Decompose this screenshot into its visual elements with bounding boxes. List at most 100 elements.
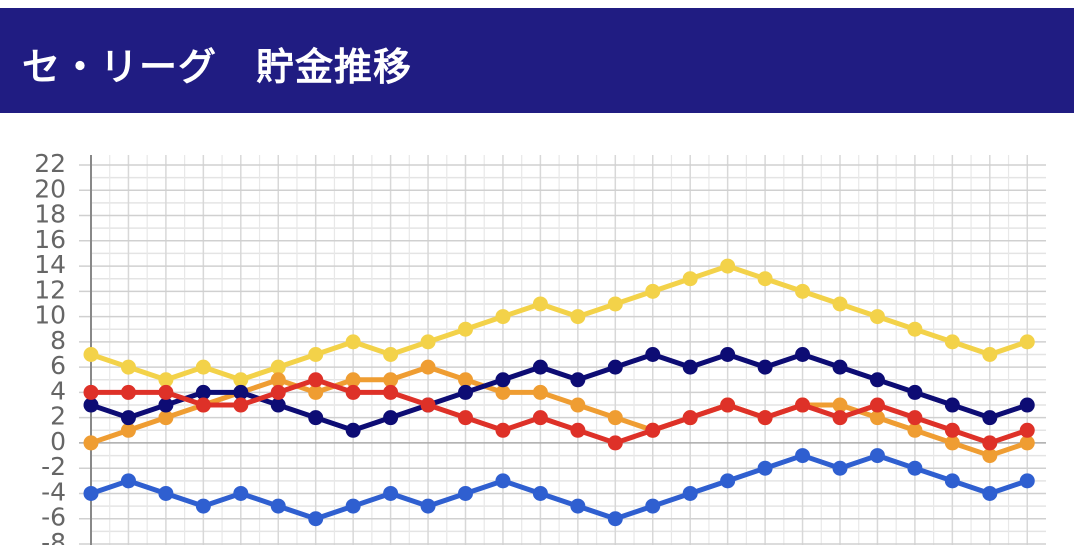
point [308, 372, 324, 388]
point [270, 359, 286, 375]
point [495, 309, 511, 325]
point [420, 359, 436, 375]
point [495, 384, 511, 400]
point [383, 410, 399, 426]
point [757, 271, 773, 287]
point [944, 422, 960, 438]
point [795, 397, 811, 413]
point [869, 410, 885, 426]
point [795, 448, 811, 464]
y-tick-label: 14 [34, 250, 66, 279]
point [195, 384, 211, 400]
point [270, 372, 286, 388]
point [570, 397, 586, 413]
point [869, 448, 885, 464]
point [570, 422, 586, 438]
point [1019, 473, 1035, 489]
point [720, 258, 736, 274]
point [682, 410, 698, 426]
point [607, 435, 623, 451]
point [458, 410, 473, 426]
point [1019, 334, 1035, 350]
point [570, 498, 586, 514]
point [233, 384, 249, 400]
point [944, 473, 960, 489]
y-tick-label: -2 [41, 452, 66, 481]
point [982, 435, 998, 451]
point [869, 309, 885, 325]
point [532, 359, 548, 375]
point [832, 460, 848, 476]
point [83, 384, 99, 400]
y-tick-label: 18 [34, 200, 66, 229]
point [270, 397, 286, 413]
point [1019, 435, 1035, 451]
point [120, 473, 136, 489]
point [1019, 422, 1035, 438]
point [345, 384, 361, 400]
point [607, 296, 623, 312]
point [120, 359, 136, 375]
y-tick-label: 22 [34, 149, 66, 178]
point [158, 397, 174, 413]
point [308, 410, 324, 426]
point [458, 384, 473, 400]
point [682, 359, 698, 375]
point [83, 347, 99, 362]
point [607, 511, 623, 527]
point [83, 435, 99, 451]
point [682, 485, 698, 501]
point [869, 397, 885, 413]
point [982, 347, 998, 362]
point [907, 422, 923, 438]
y-tick-label: -4 [41, 477, 66, 506]
point [757, 359, 773, 375]
point [420, 498, 436, 514]
point [458, 321, 473, 337]
point [270, 498, 286, 514]
point [458, 485, 473, 501]
point [645, 347, 661, 362]
point [83, 397, 99, 413]
point [345, 498, 361, 514]
point [757, 460, 773, 476]
point [720, 473, 736, 489]
point [83, 485, 99, 501]
point [195, 359, 211, 375]
point [607, 359, 623, 375]
y-tick-label: 8 [50, 326, 66, 355]
point [682, 271, 698, 287]
point [645, 498, 661, 514]
y-tick-label: 6 [50, 351, 66, 380]
y-tick-label: 10 [34, 301, 66, 330]
point [345, 372, 361, 388]
point [233, 372, 249, 388]
point [944, 397, 960, 413]
point [570, 372, 586, 388]
point [383, 485, 399, 501]
point [532, 296, 548, 312]
point [532, 485, 548, 501]
point [757, 410, 773, 426]
point [645, 422, 661, 438]
point [495, 372, 511, 388]
y-tick-label: 2 [50, 402, 66, 431]
point [869, 372, 885, 388]
point [308, 347, 324, 362]
y-tick-label: 20 [34, 174, 66, 203]
point [495, 473, 511, 489]
point [532, 410, 548, 426]
point [458, 372, 473, 388]
point [120, 422, 136, 438]
point [795, 347, 811, 362]
point [120, 410, 136, 426]
point [495, 422, 511, 438]
point [120, 384, 136, 400]
point [233, 397, 249, 413]
point [158, 410, 174, 426]
point [420, 397, 436, 413]
point [907, 321, 923, 337]
point [832, 397, 848, 413]
y-tick-label: 0 [50, 427, 66, 456]
